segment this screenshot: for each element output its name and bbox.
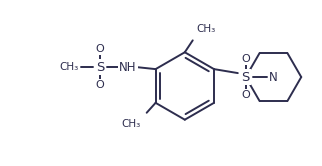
Text: CH₃: CH₃	[121, 119, 141, 129]
Text: CH₃: CH₃	[197, 24, 216, 34]
Text: CH₃: CH₃	[59, 62, 78, 72]
Text: NH: NH	[119, 61, 137, 74]
Text: O: O	[96, 80, 104, 90]
Text: O: O	[96, 44, 104, 54]
Text: N: N	[269, 71, 278, 83]
Text: S: S	[242, 71, 250, 83]
Text: O: O	[242, 90, 250, 100]
Text: O: O	[242, 54, 250, 64]
Text: S: S	[96, 61, 104, 74]
